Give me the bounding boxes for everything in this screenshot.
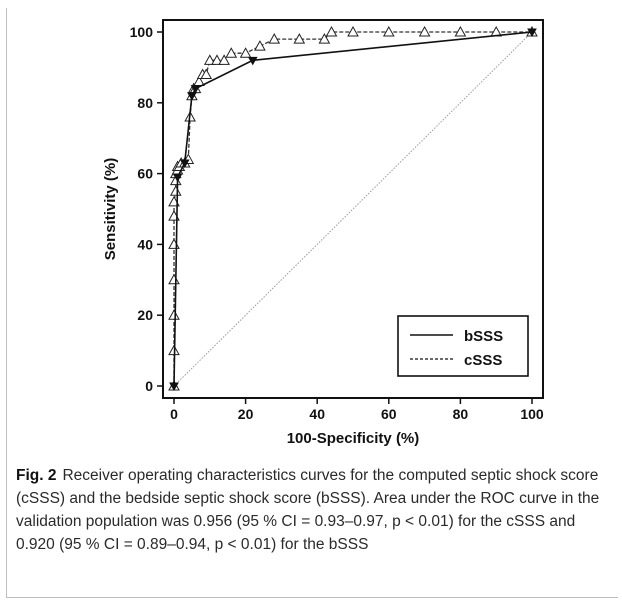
point-bSSS: [247, 56, 258, 66]
y-tick-label-40: 40: [137, 236, 153, 252]
point-cSSS: [169, 185, 182, 196]
point-cSSS: [268, 33, 281, 44]
point-cSSS: [293, 33, 306, 44]
y-tick-label-60: 60: [137, 166, 153, 182]
point-bSSS: [190, 85, 201, 94]
x-tick-label-0: 0: [170, 406, 178, 422]
point-cSSS: [218, 54, 230, 65]
point-bSSS: [172, 173, 183, 183]
x-tick-label-60: 60: [381, 406, 397, 422]
x-tick-label-20: 20: [238, 406, 254, 422]
plot-frame: [162, 19, 544, 399]
point-cSSS: [418, 25, 431, 37]
point-cSSS: [318, 33, 331, 44]
point-cSSS: [254, 40, 266, 51]
caption-text: Receiver operating characteristics curve…: [16, 467, 600, 553]
point-cSSS: [454, 25, 467, 37]
y-tick-label-100: 100: [130, 24, 154, 40]
point-bSSS: [527, 28, 537, 38]
y-tick-label-80: 80: [137, 95, 153, 111]
x-tick-label-100: 100: [520, 406, 544, 422]
point-cSSS: [347, 25, 359, 37]
plot-area: 0 20 40 60 80 100 0 20 40 60 80 100 bSSS cSSS: [130, 19, 544, 422]
legend-label-cSSS: cSSS: [464, 352, 502, 369]
point-cSSS: [168, 238, 180, 249]
point-cSSS: [225, 47, 238, 58]
legend-label-bSSS: bSSS: [464, 328, 503, 345]
point-cSSS: [239, 47, 252, 58]
point-cSSS: [168, 309, 180, 320]
figure-caption: Fig. 2 Receiver operating characteristics…: [16, 464, 614, 556]
y-tick-label-20: 20: [137, 307, 153, 323]
point-bSSS: [187, 92, 197, 101]
y-axis-label: Sensitivity (%): [102, 158, 119, 261]
point-cSSS: [203, 54, 216, 65]
caption-label: Fig. 2: [16, 467, 57, 484]
point-bSSS: [169, 382, 179, 392]
y-tick-label-0: 0: [145, 378, 153, 394]
legend-box: [397, 315, 529, 377]
point-cSSS: [382, 25, 395, 37]
roc-chart: 0 20 40 60 80 100 0 20 40 60 80 100 bSSS cSSS Sensiti…: [102, 19, 544, 447]
point-bSSS: [179, 159, 190, 168]
x-tick-label-80: 80: [453, 406, 469, 422]
point-cSSS: [325, 25, 338, 37]
x-axis-label: 100-Specificity (%): [287, 430, 420, 447]
point-cSSS: [168, 273, 180, 285]
x-tick-label-40: 40: [309, 406, 325, 422]
figure-frame: [6, 8, 618, 598]
point-cSSS: [200, 68, 213, 79]
point-cSSS: [211, 54, 223, 65]
